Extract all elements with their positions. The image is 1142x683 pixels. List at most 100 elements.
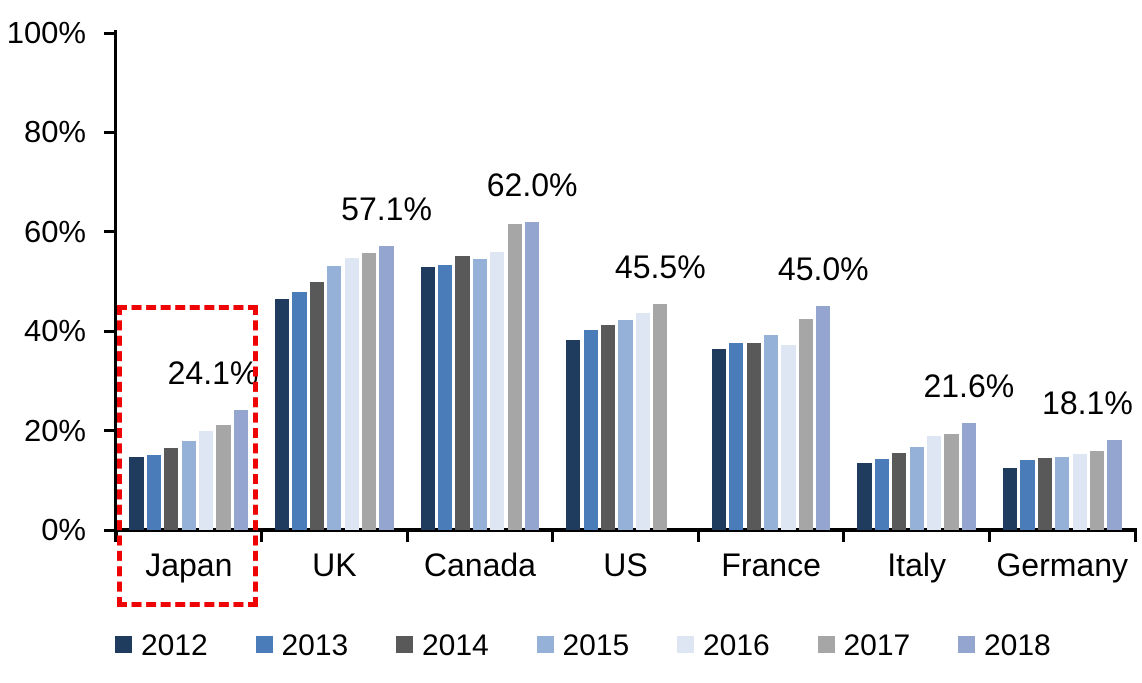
legend-item-2017: 2017	[817, 629, 938, 663]
legend-item-2015: 2015	[536, 629, 657, 663]
bar-germany-2013	[1020, 460, 1035, 530]
y-axis-tick-label: 60%	[23, 213, 86, 249]
bar-france-2013	[729, 342, 744, 530]
legend-label: 2017	[843, 629, 911, 662]
bar-france-2012	[711, 348, 726, 530]
bar-germany-2012	[1002, 467, 1018, 530]
data-label-japan: 24.1%	[167, 355, 259, 392]
legend-swatch-2012	[115, 636, 132, 653]
data-label-canada: 62.0%	[486, 166, 578, 203]
data-label-italy: 21.6%	[923, 367, 1015, 404]
bar-canada-2016	[490, 252, 505, 530]
bar-italy-2018	[961, 422, 976, 530]
x-axis-category-label: US	[603, 547, 648, 583]
bar-canada-2017	[507, 224, 522, 530]
y-axis-tick	[104, 130, 116, 134]
legend-label: 2014	[422, 629, 489, 662]
bar-us-2012	[566, 340, 581, 530]
y-axis-tick	[104, 31, 116, 35]
legend-swatch-2013	[255, 636, 273, 653]
y-axis-tick-label: 40%	[23, 313, 86, 349]
bar-italy-2012	[857, 463, 872, 530]
bar-japan-2016	[199, 431, 214, 530]
bar-germany-2017	[1089, 451, 1105, 530]
bar-france-2014	[746, 343, 761, 530]
data-label-germany: 18.1%	[1042, 385, 1133, 422]
x-axis-category-label: UK	[312, 547, 357, 583]
legend-item-2018: 2018	[958, 629, 1078, 663]
bar-japan-2014	[164, 447, 179, 530]
legend-item-2014: 2014	[396, 629, 516, 663]
x-axis-tick	[405, 530, 409, 542]
bar-germany-2018	[1107, 440, 1122, 530]
x-axis-category-label: Japan	[145, 547, 233, 583]
bar-germany-2016	[1072, 453, 1087, 530]
data-label-uk: 57.1%	[341, 191, 432, 228]
x-axis-category-label: Italy	[887, 547, 946, 583]
legend-swatch-2018	[958, 636, 975, 653]
x-axis-tick	[1133, 530, 1137, 542]
bar-france-2015	[763, 334, 779, 530]
x-axis-tick	[260, 530, 264, 542]
y-axis-tick-label: 20%	[23, 412, 86, 448]
bar-canada-2012	[420, 267, 435, 530]
bar-uk-2018	[379, 246, 394, 530]
bar-uk-2016	[344, 257, 359, 530]
x-axis-tick	[114, 530, 118, 542]
bar-us-2013	[583, 330, 598, 530]
bar-japan-2012	[129, 457, 144, 530]
bar-us-2016	[635, 313, 650, 530]
data-label-us: 45.5%	[614, 248, 706, 285]
legend-swatch-2016	[677, 636, 694, 653]
bar-japan-2018	[233, 410, 249, 530]
legend-item-2016: 2016	[677, 629, 797, 663]
bar-japan-2013	[146, 455, 162, 530]
legend: 2012 2013 2014 2015 2016 2017 2018	[0, 629, 1142, 669]
bar-uk-2014	[309, 281, 325, 530]
legend-item-2012: 2012	[115, 629, 235, 663]
y-axis-tick-label: 100%	[6, 15, 86, 50]
bar-us-2015	[618, 320, 633, 530]
y-axis-tick	[104, 429, 116, 433]
x-axis-tick	[696, 530, 700, 542]
y-axis-line	[114, 30, 117, 542]
bar-italy-2016	[926, 435, 942, 530]
bar-france-2016	[781, 344, 796, 530]
x-axis-line	[114, 528, 1137, 532]
bar-germany-2015	[1055, 456, 1070, 530]
bar-canada-2013	[438, 265, 453, 530]
legend-swatch-2015	[536, 636, 554, 653]
legend-label: 2018	[984, 629, 1051, 662]
bar-italy-2014	[892, 453, 907, 530]
bar-france-2018	[816, 306, 831, 530]
data-label-france: 45.0%	[777, 251, 869, 288]
y-axis-tick	[104, 329, 116, 333]
bar-italy-2017	[944, 434, 959, 530]
x-axis-tick	[842, 530, 846, 542]
legend-item-2013: 2013	[255, 629, 376, 663]
y-axis-tick-label: 0%	[41, 512, 86, 547]
y-axis-tick	[104, 528, 116, 532]
bar-us-2014	[601, 325, 616, 530]
x-axis-tick	[987, 530, 991, 542]
legend-swatch-2017	[817, 636, 835, 653]
y-axis-tick-label: 80%	[23, 114, 86, 150]
bar-france-2017	[798, 319, 813, 530]
bar-uk-2015	[327, 265, 342, 530]
bar-italy-2015	[909, 446, 924, 530]
bar-canada-2018	[525, 221, 540, 530]
bar-us-2017	[653, 303, 668, 530]
x-axis-category-label: Germany	[996, 547, 1128, 583]
bar-italy-2013	[874, 459, 889, 530]
legend-label: 2016	[703, 629, 770, 662]
legend-label: 2012	[141, 629, 208, 662]
x-axis-category-label: Canada	[423, 547, 536, 583]
y-axis-tick	[104, 230, 116, 234]
legend-label: 2015	[562, 629, 630, 662]
bar-japan-2015	[181, 441, 196, 530]
bar-uk-2017	[362, 252, 377, 530]
bar-uk-2013	[292, 292, 307, 530]
bar-uk-2012	[275, 299, 290, 530]
legend-swatch-2014	[396, 636, 413, 653]
legend-label: 2013	[281, 629, 349, 662]
